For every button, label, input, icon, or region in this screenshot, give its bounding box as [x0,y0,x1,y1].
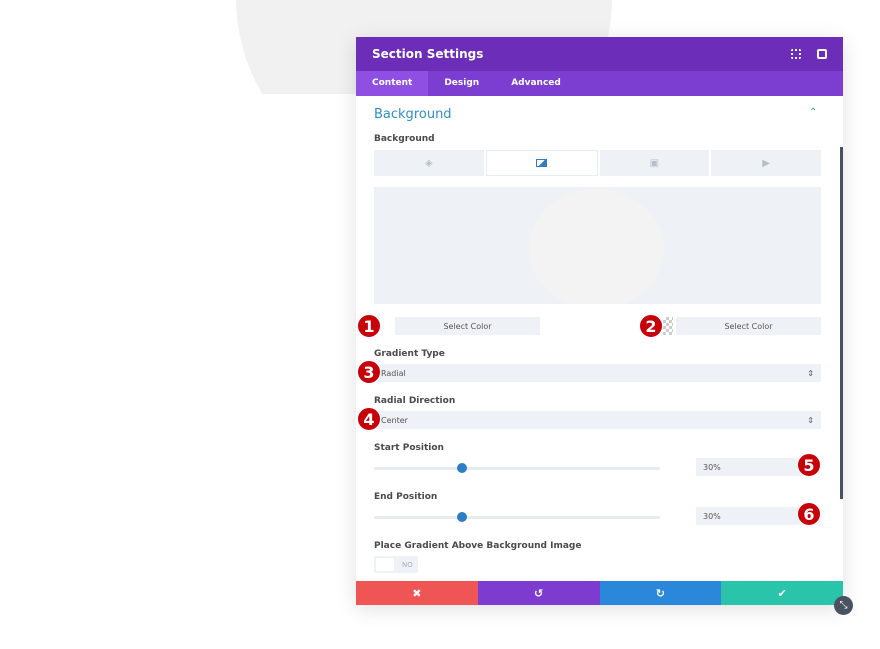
sidebar-toggle-icon[interactable] [817,49,827,59]
gradient-type-value: Radial [381,368,406,378]
fullscreen-icon[interactable] [791,49,801,59]
start-position-input[interactable]: 30% [696,458,816,476]
gradient-icon[interactable] [485,150,598,176]
select-arrows-icon: ⇕ [807,368,814,378]
redo-button[interactable]: ↻ [599,581,722,605]
gradient-preview [374,187,821,304]
tab-advanced[interactable]: Advanced [511,78,561,88]
gradient-type-select[interactable]: Radial ⇕ [374,364,821,382]
radial-direction-label: Radial Direction [374,396,456,406]
end-position-handle[interactable] [457,512,467,522]
place-above-label: Place Gradient Above Background Image [374,541,582,551]
select-color-button-2[interactable]: Select Color [676,317,821,335]
badge-5: 5 [797,453,821,477]
radial-direction-value: Center [381,415,408,425]
video-icon[interactable]: ▶ [711,150,821,176]
end-position-label: End Position [374,492,438,502]
background-type-tabs: ◈ ▣ ▶ [374,150,821,176]
modal-header: Section Settings [356,37,843,71]
badge-6: 6 [797,502,821,526]
image-icon[interactable]: ▣ [599,150,710,176]
section-title[interactable]: Background [374,107,452,122]
scrollbar[interactable] [840,147,843,499]
paint-bucket-icon[interactable]: ◈ [374,150,484,176]
end-position-input[interactable]: 30% [696,507,816,525]
modal-title: Section Settings [372,47,484,61]
section-settings-modal: Section Settings Content Design Advanced… [356,37,843,605]
tab-design[interactable]: Design [444,78,480,88]
place-above-toggle[interactable]: NO [374,556,418,573]
undo-button[interactable]: ↺ [477,581,600,605]
chevron-up-icon[interactable]: ⌃ [809,107,818,118]
toggle-value: NO [402,560,413,569]
badge-2: 2 [639,314,663,338]
resize-icon[interactable]: ⤡ [834,596,853,615]
radial-direction-select[interactable]: Center ⇕ [374,411,821,429]
background-label: Background [374,134,435,144]
start-position-label: Start Position [374,443,444,453]
transparent-swatch[interactable] [663,317,673,335]
modal-footer: ✖ ↺ ↻ ✔ [356,581,843,605]
badge-1: 1 [357,314,381,338]
save-button[interactable]: ✔ [721,581,843,605]
select-arrows-icon: ⇕ [807,415,814,425]
cancel-button[interactable]: ✖ [356,581,478,605]
select-color-button-1[interactable]: Select Color [395,317,540,335]
badge-4: 4 [357,407,381,431]
end-position-slider[interactable] [374,516,660,519]
start-position-slider[interactable] [374,467,660,470]
tab-content[interactable]: Content [356,71,429,96]
tab-bar: Content Design Advanced [356,71,843,96]
gradient-type-label: Gradient Type [374,349,445,359]
start-position-handle[interactable] [457,463,467,473]
badge-3: 3 [357,360,381,384]
